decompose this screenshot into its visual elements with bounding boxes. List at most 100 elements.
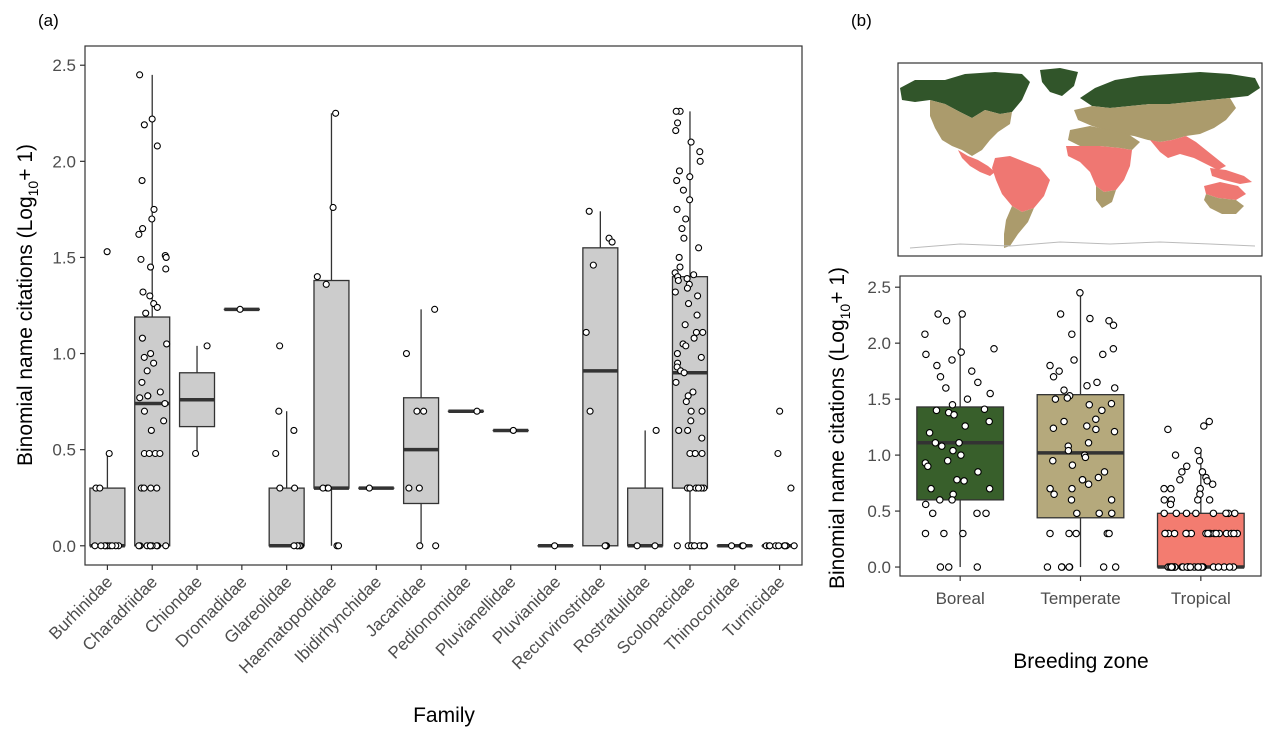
data-point (681, 370, 687, 376)
data-point (583, 329, 589, 335)
data-point (1205, 530, 1211, 536)
data-point (193, 451, 199, 457)
data-point (1210, 510, 1216, 516)
y-tick-label: 2.5 (867, 278, 891, 297)
data-point (791, 543, 797, 549)
data-point (930, 510, 936, 516)
box-recurvirostridae (583, 248, 618, 546)
data-point (237, 306, 243, 312)
data-point (652, 543, 658, 549)
y-tick-label: 1.5 (867, 390, 891, 409)
data-point (975, 469, 981, 475)
data-point (675, 120, 681, 126)
data-point (699, 435, 705, 441)
data-point (697, 158, 703, 164)
data-point (421, 408, 427, 414)
data-point (149, 216, 155, 222)
data-point (586, 208, 592, 214)
data-point (937, 374, 943, 380)
data-point (154, 143, 160, 149)
data-point (1100, 564, 1106, 570)
data-point (587, 408, 593, 414)
box-haematopodidae (314, 281, 349, 489)
data-point (767, 543, 773, 549)
data-point (688, 418, 694, 424)
data-point (1187, 564, 1193, 570)
data-point (681, 235, 687, 241)
data-point (1050, 374, 1056, 380)
data-point (1195, 564, 1201, 570)
data-point (1195, 497, 1201, 503)
data-point (1065, 447, 1071, 453)
data-point (962, 423, 968, 429)
data-point (673, 379, 679, 385)
data-point (136, 231, 142, 237)
data-point (609, 239, 615, 245)
data-point (1161, 497, 1167, 503)
data-point (943, 318, 949, 324)
data-point (1050, 458, 1056, 464)
data-point (139, 379, 145, 385)
data-point (960, 530, 966, 536)
data-point (141, 122, 147, 128)
data-point (154, 304, 160, 310)
data-point (986, 485, 992, 491)
data-point (137, 72, 143, 78)
data-point (1074, 510, 1080, 516)
data-point (1110, 322, 1116, 328)
y-axis-b: 0.0 0.5 1.0 1.5 2.0 2.5 (867, 278, 900, 577)
data-point (366, 485, 372, 491)
data-point (1206, 497, 1212, 503)
data-point (991, 346, 997, 352)
data-point (323, 281, 329, 287)
data-point (147, 293, 153, 299)
data-point (104, 249, 110, 255)
y-tick-label: 0.0 (867, 558, 891, 577)
x-axis-title-b: Breeding zone (1013, 650, 1148, 673)
data-point (1066, 564, 1072, 570)
data-point (685, 393, 691, 399)
data-point (694, 312, 700, 318)
data-point (1047, 530, 1053, 536)
data-point (1183, 510, 1189, 516)
data-point (148, 264, 154, 270)
data-point (1069, 485, 1075, 491)
data-point (144, 368, 150, 374)
data-point (1179, 469, 1185, 475)
data-point (634, 543, 640, 549)
data-point (923, 351, 929, 357)
data-point (1196, 458, 1202, 464)
data-point (1112, 385, 1118, 391)
x-tick-label: Temperate (1040, 589, 1120, 608)
data-point (950, 447, 956, 453)
data-point (140, 289, 146, 295)
data-point (1100, 351, 1106, 357)
data-point (416, 485, 422, 491)
data-point (1057, 311, 1063, 317)
data-point (674, 543, 680, 549)
y-tick-label: 2.0 (867, 334, 891, 353)
data-point (776, 543, 782, 549)
data-point (777, 408, 783, 414)
data-point (1226, 564, 1232, 570)
data-point (975, 379, 981, 385)
data-point (406, 485, 412, 491)
data-point (276, 408, 282, 414)
data-point (1193, 510, 1199, 516)
data-point (325, 485, 331, 491)
data-point (146, 451, 152, 457)
panel-label-a: (a) (38, 11, 59, 30)
data-point (1106, 530, 1112, 536)
data-point (688, 139, 694, 145)
data-point (136, 543, 142, 549)
data-point (672, 289, 678, 295)
data-point (688, 408, 694, 414)
data-point (141, 485, 147, 491)
data-point (673, 128, 679, 134)
data-point (922, 530, 928, 536)
data-point (1086, 402, 1092, 408)
data-point (1215, 564, 1221, 570)
data-point (1231, 530, 1237, 536)
data-point (1068, 497, 1074, 503)
data-point (139, 335, 145, 341)
